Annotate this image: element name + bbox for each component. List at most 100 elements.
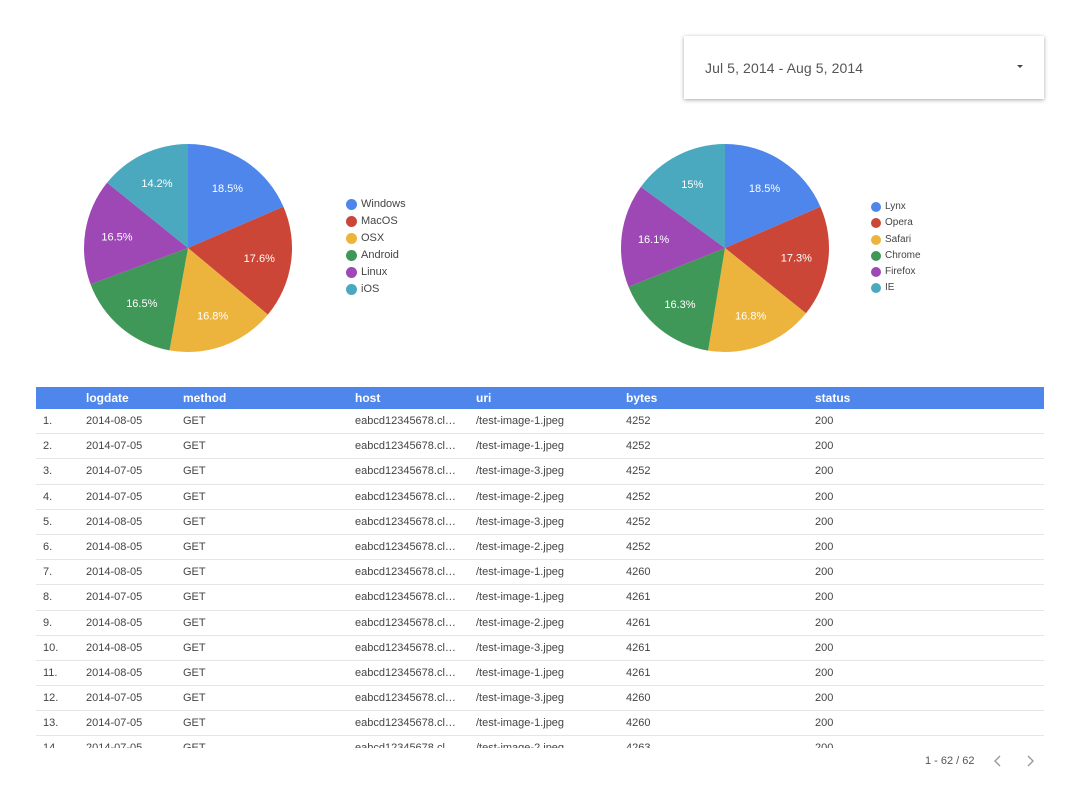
table-row[interactable]: 8. 2014-07-05 GET eabcd12345678.clo... /test… bbox=[36, 585, 1044, 611]
cell-status: 200 bbox=[815, 717, 834, 730]
legend-label: Opera bbox=[885, 217, 913, 229]
slice-label-safari: 16.8% bbox=[735, 310, 766, 322]
row-index: 3. bbox=[43, 465, 53, 478]
pie-slice-osx[interactable] bbox=[169, 248, 268, 352]
legend-label: IE bbox=[885, 282, 895, 294]
cell-status: 200 bbox=[815, 490, 834, 503]
cell-status: 200 bbox=[815, 591, 834, 604]
cell-method: GET bbox=[183, 515, 206, 528]
row-index: 5. bbox=[43, 515, 53, 528]
chevron-left-icon[interactable] bbox=[991, 754, 1005, 768]
legend-label: iOS bbox=[361, 283, 380, 295]
pie-slice-firefox[interactable] bbox=[621, 186, 725, 287]
column-header-uri[interactable]: uri bbox=[476, 391, 492, 405]
column-header-logdate[interactable]: logdate bbox=[86, 391, 129, 405]
cell-logdate: 2014-07-05 bbox=[86, 465, 143, 478]
pie-slice-chrome[interactable] bbox=[628, 248, 725, 351]
pie-slice-android[interactable] bbox=[90, 248, 188, 351]
cell-logdate: 2014-07-05 bbox=[86, 490, 143, 503]
table-row[interactable]: 12. 2014-07-05 GET eabcd12345678.clo... /tes… bbox=[36, 686, 1044, 712]
pie-slice-lynx[interactable] bbox=[725, 144, 821, 248]
cell-host: eabcd12345678.clo... bbox=[355, 692, 459, 705]
cell-host: eabcd12345678.clo... bbox=[355, 490, 459, 503]
cell-logdate: 2014-08-05 bbox=[86, 415, 143, 427]
chevron-right-icon[interactable] bbox=[1023, 754, 1037, 768]
table-row[interactable]: 4. 2014-07-05 GET eabcd12345678.clo... /test… bbox=[36, 485, 1044, 510]
cell-host: eabcd12345678.clo... bbox=[355, 515, 459, 528]
pie-slice-safari[interactable] bbox=[708, 248, 806, 352]
cell-logdate: 2014-08-05 bbox=[86, 515, 143, 528]
slice-label-linux: 16.5% bbox=[101, 231, 132, 243]
slice-label-ie: 15% bbox=[681, 179, 703, 191]
cell-bytes: 4252 bbox=[626, 490, 651, 503]
table-row[interactable]: 1. 2014-08-05 GET eabcd12345678.clo... /test… bbox=[36, 409, 1044, 435]
pie-slice-ie[interactable] bbox=[640, 144, 725, 248]
table-header: logdate method host uri bytes status bbox=[36, 387, 1044, 409]
cell-method: GET bbox=[183, 692, 206, 705]
cell-host: eabcd12345678.clo... bbox=[355, 717, 459, 730]
cell-bytes: 4263 bbox=[626, 736, 706, 748]
table-row[interactable]: 11. 2014-08-05 GET eabcd12345678.clo... /tes… bbox=[36, 661, 1044, 687]
cell-logdate: 2014-07-05 bbox=[86, 440, 143, 453]
legend-swatch bbox=[871, 218, 881, 229]
table-row[interactable]: 14.2014-07-05 GET eabcd12345678.clo... /tes… bbox=[36, 736, 1044, 748]
cell-method: GET bbox=[183, 540, 206, 553]
cell-method: GET bbox=[183, 490, 206, 503]
slice-label-opera: 17.3% bbox=[781, 253, 812, 265]
column-header-status[interactable]: status bbox=[815, 391, 851, 405]
cell-logdate: 2014-08-05 bbox=[86, 641, 143, 654]
column-header-host[interactable]: host bbox=[355, 391, 381, 405]
slice-label-windows: 18.5% bbox=[212, 183, 243, 195]
cell-uri: /test-image-2.jpeg bbox=[476, 736, 616, 748]
pie-slice-opera[interactable] bbox=[725, 206, 829, 314]
table-row[interactable]: 9. 2014-08-05 GET eabcd12345678.clo... /test… bbox=[36, 611, 1044, 636]
cell-bytes: 4260 bbox=[626, 566, 651, 579]
cell-method: GET bbox=[183, 465, 206, 478]
date-range-text: Jul 5, 2014 - Aug 5, 2014 bbox=[705, 60, 864, 76]
cell-bytes: 4252 bbox=[626, 440, 651, 453]
cell-status: 200 bbox=[815, 692, 834, 705]
legend-swatch bbox=[871, 267, 881, 278]
cell-uri: /test-image-1.jpeg bbox=[476, 440, 565, 453]
cell-status: 200 bbox=[815, 465, 834, 478]
row-index: 14. bbox=[43, 736, 83, 748]
cell-uri: /test-image-1.jpeg bbox=[476, 591, 565, 604]
cell-bytes: 4252 bbox=[626, 515, 651, 528]
table-row[interactable]: 6. 2014-08-05 GET eabcd12345678.clo... /test… bbox=[36, 535, 1044, 561]
row-index: 2. bbox=[43, 440, 53, 453]
pie-slice-macos[interactable] bbox=[188, 206, 292, 315]
cell-logdate: 2014-07-05 bbox=[86, 692, 143, 705]
cell-uri: /test-image-1.jpeg bbox=[476, 415, 565, 427]
row-index: 9. bbox=[43, 616, 53, 629]
cell-uri: /test-image-3.jpeg bbox=[476, 641, 565, 654]
data-table: logdate method host uri bytes status 1. 2… bbox=[36, 387, 1044, 748]
table-row[interactable]: 13. 2014-07-05 GET eabcd12345678.clo... /tes… bbox=[36, 711, 1044, 737]
cell-status: 200 bbox=[815, 616, 834, 629]
pie-slice-windows[interactable] bbox=[188, 144, 284, 248]
table-row[interactable]: 2. 2014-07-05 GET eabcd12345678.clo... /test… bbox=[36, 434, 1044, 460]
cell-status: 200 bbox=[815, 515, 834, 528]
cell-uri: /test-image-1.jpeg bbox=[476, 717, 565, 730]
table-row[interactable]: 5. 2014-08-05 GET eabcd12345678.clo... /test… bbox=[36, 510, 1044, 535]
cell-logdate: 2014-08-05 bbox=[86, 616, 143, 629]
column-header-bytes[interactable]: bytes bbox=[626, 391, 658, 405]
legend-label: MacOS bbox=[361, 215, 398, 227]
legend-label: Linux bbox=[361, 266, 388, 278]
table-row[interactable]: 10. 2014-08-05 GET eabcd12345678.clo... /tes… bbox=[36, 636, 1044, 661]
cell-host: eabcd12345678.clo... bbox=[355, 736, 459, 748]
row-index: 7. bbox=[43, 566, 53, 579]
date-range-picker[interactable]: Jul 5, 2014 - Aug 5, 2014 bbox=[684, 36, 1044, 99]
table-row[interactable]: 3. 2014-07-05 GET eabcd12345678.clo... /test… bbox=[36, 459, 1044, 485]
row-index: 8. bbox=[43, 591, 53, 604]
table-body: 1. 2014-08-05 GET eabcd12345678.clo... /test… bbox=[36, 409, 1044, 748]
pie-slice-linux[interactable] bbox=[84, 182, 188, 285]
cell-uri: /test-image-1.jpeg bbox=[476, 666, 565, 679]
cell-method: GET bbox=[183, 440, 206, 453]
column-header-method[interactable]: method bbox=[183, 391, 227, 405]
cell-host: eabcd12345678.clo... bbox=[355, 666, 459, 679]
cell-uri: /test-image-1.jpeg bbox=[476, 566, 565, 579]
pie-slice-ios[interactable] bbox=[107, 144, 188, 248]
legend-label: Lynx bbox=[885, 201, 906, 212]
table-row[interactable]: 7. 2014-08-05 GET eabcd12345678.clo... /test… bbox=[36, 560, 1044, 586]
cell-bytes: 4252 bbox=[626, 540, 651, 553]
